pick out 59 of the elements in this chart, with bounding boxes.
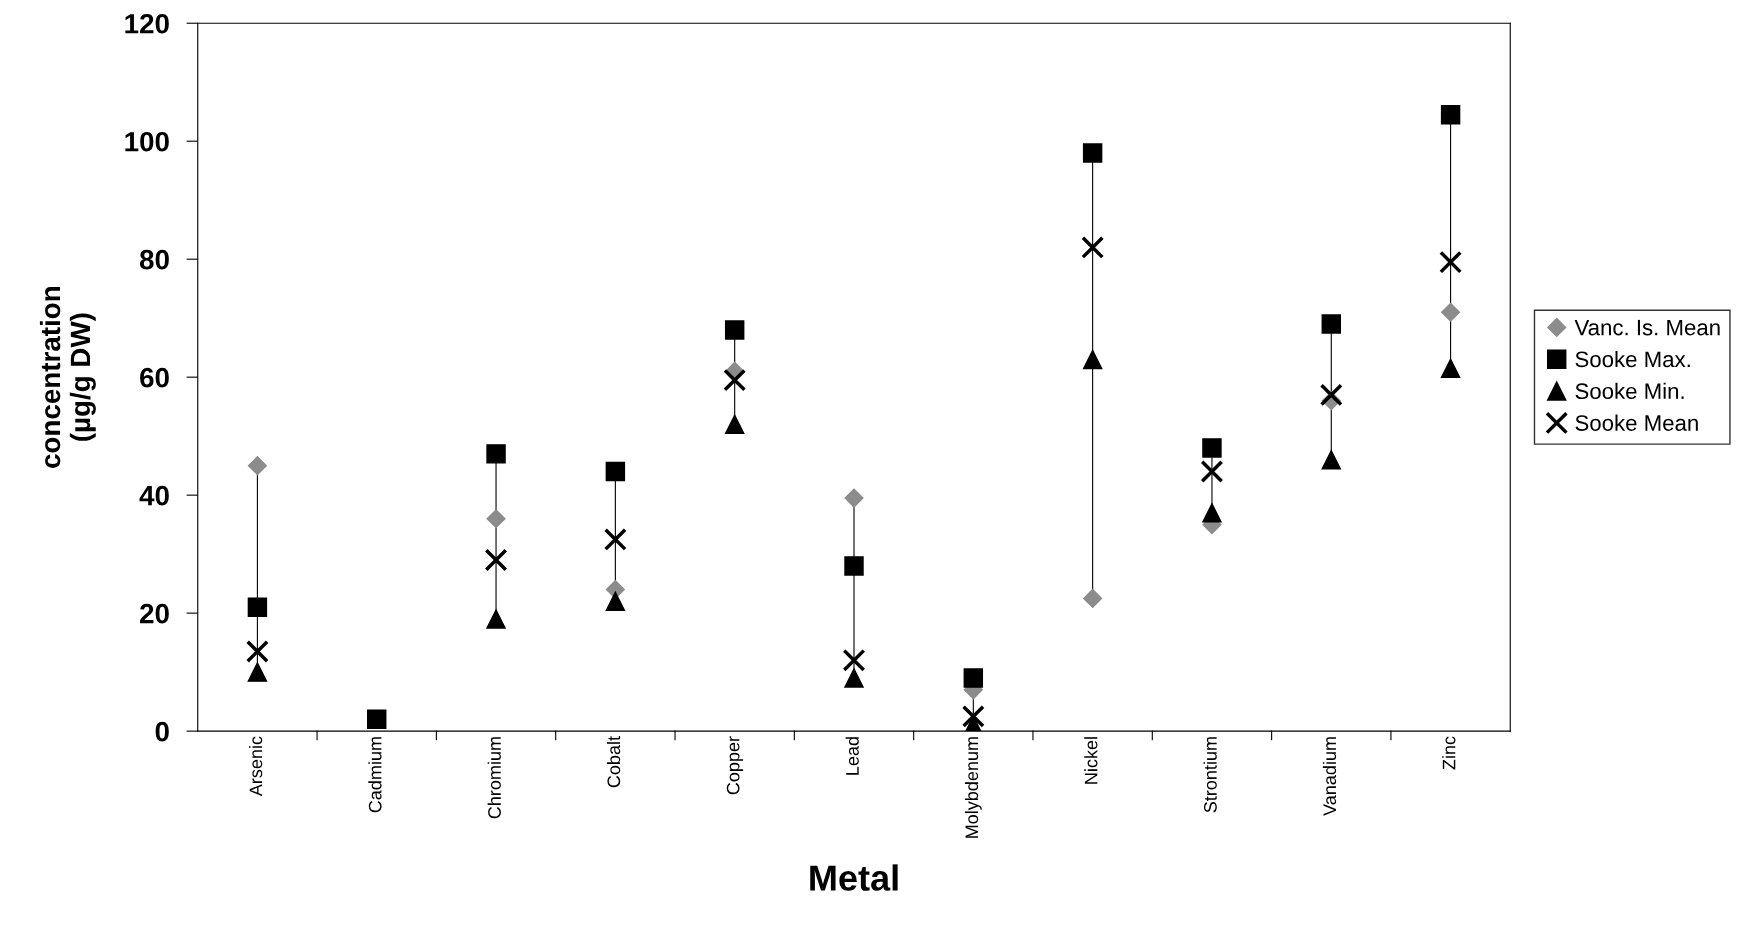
x-tick-label: Lead bbox=[845, 737, 859, 775]
point bbox=[1439, 250, 1463, 274]
point bbox=[605, 461, 626, 482]
point bbox=[1081, 235, 1105, 259]
point bbox=[486, 509, 506, 529]
y-tick-label: 120 bbox=[125, 13, 169, 34]
point bbox=[1202, 503, 1222, 523]
x-axis-title: Metal bbox=[810, 864, 898, 891]
x-tick-label: Cadmium bbox=[368, 737, 382, 813]
point bbox=[484, 548, 508, 572]
y-axis-title: concentration (µg/g DW) bbox=[39, 287, 96, 468]
point bbox=[1440, 358, 1461, 379]
point bbox=[247, 456, 267, 476]
point bbox=[247, 597, 268, 617]
point bbox=[1200, 460, 1224, 484]
point bbox=[963, 668, 984, 688]
x-tick-label: Nickel bbox=[1084, 737, 1098, 784]
x-tick-label: Cobalt bbox=[606, 736, 621, 788]
point bbox=[1321, 314, 1341, 334]
legend-label: Sooke Mean bbox=[1575, 414, 1698, 431]
point bbox=[486, 609, 506, 629]
point bbox=[961, 704, 985, 728]
point bbox=[1083, 588, 1103, 608]
x-tick-label: Strontium bbox=[1203, 737, 1217, 813]
point bbox=[1441, 302, 1461, 322]
point bbox=[842, 648, 866, 672]
point bbox=[1321, 450, 1341, 470]
y-tick-label: 60 bbox=[140, 367, 169, 388]
point bbox=[844, 488, 864, 508]
legend-label: Sooke Max. bbox=[1575, 350, 1690, 368]
x-tick-label: Copper bbox=[726, 736, 744, 795]
point bbox=[1082, 349, 1103, 370]
point bbox=[1202, 438, 1222, 458]
y-tick-label: 40 bbox=[139, 485, 169, 506]
point bbox=[1319, 383, 1343, 407]
y-tick-label: 20 bbox=[140, 603, 169, 624]
point bbox=[245, 640, 269, 663]
x-tick-label: Chromium bbox=[487, 737, 501, 819]
legend-label: Sooke Min. bbox=[1575, 382, 1684, 400]
y-tick-label: 100 bbox=[125, 131, 169, 152]
point bbox=[603, 527, 627, 551]
legend-label: Vanc. Is. Mean bbox=[1574, 319, 1720, 336]
point bbox=[724, 414, 745, 435]
point bbox=[486, 444, 506, 464]
point bbox=[1440, 104, 1461, 125]
y-tick-label: 0 bbox=[155, 721, 169, 742]
point bbox=[844, 668, 864, 688]
point bbox=[723, 368, 747, 392]
x-tick-label: Vanadium bbox=[1322, 737, 1337, 816]
point bbox=[605, 591, 626, 612]
point bbox=[367, 709, 387, 730]
x-tick-label: Zinc bbox=[1442, 736, 1456, 770]
point bbox=[247, 662, 268, 682]
point bbox=[1082, 143, 1103, 163]
x-tick-label: Molybdenum bbox=[964, 737, 982, 838]
y-tick-label: 80 bbox=[139, 249, 169, 270]
point bbox=[844, 556, 864, 576]
x-tick-label: Arsenic bbox=[248, 736, 263, 797]
point bbox=[724, 320, 745, 340]
